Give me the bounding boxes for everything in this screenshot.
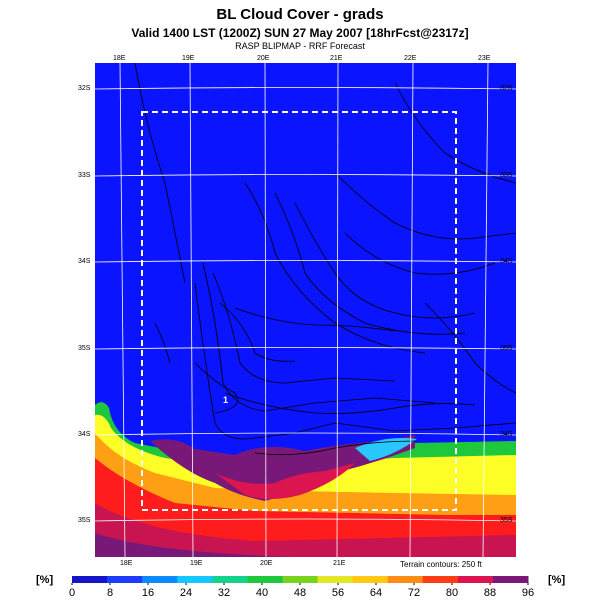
lat-lon-grid xyxy=(95,63,516,557)
lon-label: 19E xyxy=(182,55,195,62)
cloud-cover-fields xyxy=(95,402,516,557)
lon-label: 20E xyxy=(257,55,270,62)
lat-labels-left: 32S 33S 34S 35S 34S 35S xyxy=(78,63,98,557)
lon-label: 20E xyxy=(260,560,273,567)
lat-label: 34S xyxy=(78,431,91,438)
colorbar-tick-label: 88 xyxy=(484,587,496,599)
colorbar-swatch xyxy=(282,576,319,583)
lat-labels-right: 32S 33S 34S 35S 34S 35S xyxy=(500,63,520,557)
colorbar-swatch xyxy=(142,576,178,583)
lat-label: 33S xyxy=(500,172,513,179)
colorbar-tick-label: 24 xyxy=(180,587,192,599)
colorbar-tick-label: 96 xyxy=(522,587,534,599)
lat-label: 33S xyxy=(78,172,91,179)
colorbar-swatch xyxy=(352,576,389,583)
lat-label: 35S xyxy=(78,345,91,352)
lon-label: 21E xyxy=(333,560,346,567)
colorbar-tick-label: 40 xyxy=(256,587,268,599)
terrain-note: Terrain contours: 250 ft xyxy=(400,560,482,569)
lat-label: 34S xyxy=(500,431,513,438)
lon-label: 18E xyxy=(120,560,133,567)
lon-label: 19E xyxy=(190,560,203,567)
colorbar-swatch xyxy=(317,576,354,583)
colorbar-tick-label: 8 xyxy=(107,587,113,599)
colorbar: 0 8 16 24 32 40 48 56 64 72 80 88 96 xyxy=(69,576,534,599)
contour-label: 1 xyxy=(223,395,228,405)
colorbar-tick-label: 32 xyxy=(218,587,230,599)
colorbar-swatch xyxy=(247,576,283,583)
colorbar-swatch xyxy=(177,576,213,583)
domain-boundary xyxy=(141,111,457,511)
lon-label: 21E xyxy=(330,55,343,62)
colorbar-tick-label: 80 xyxy=(446,587,458,599)
lon-label: 18E xyxy=(113,55,126,62)
colorbar-tick-label: 16 xyxy=(142,587,154,599)
colorbar-tick-label: 48 xyxy=(294,587,306,599)
lat-label: 34S xyxy=(500,258,513,265)
colorbar-tick-label: 56 xyxy=(332,587,344,599)
lat-label: 34S xyxy=(78,258,91,265)
lon-label: 22E xyxy=(404,55,417,62)
lat-label: 32S xyxy=(500,85,513,92)
colorbar-swatch xyxy=(387,576,424,583)
lon-label: 23E xyxy=(478,55,491,62)
lat-label: 35S xyxy=(500,517,513,524)
lon-labels-top: 18E 19E 20E 21E 22E 23E xyxy=(95,55,516,64)
lon-labels-bottom: 18E 19E 20E 21E Terrain contours: 250 ft xyxy=(95,560,516,569)
lat-label: 32S xyxy=(78,85,91,92)
colorbar-swatch xyxy=(212,576,248,583)
map-source: RASP BLIPMAP - RRF Forecast xyxy=(235,41,365,51)
map-title: BL Cloud Cover - grads xyxy=(216,6,384,23)
colorbar-unit-right: [%] xyxy=(548,574,566,586)
colorbar-unit-left: [%] xyxy=(36,574,54,586)
map-subtitle: Valid 1400 LST (1200Z) SUN 27 May 2007 [… xyxy=(131,26,469,40)
colorbar-swatch xyxy=(72,576,108,583)
colorbar-tick-label: 0 xyxy=(69,587,75,599)
lat-label: 35S xyxy=(500,345,513,352)
cloud-cover-map: 1 18E xyxy=(95,63,516,557)
colorbar-swatch xyxy=(107,576,143,583)
colorbar-swatch xyxy=(422,576,459,583)
colorbar-swatch xyxy=(492,576,529,583)
lat-label: 35S xyxy=(78,517,91,524)
terrain-contours xyxy=(134,63,516,456)
colorbar-tick-label: 64 xyxy=(370,587,382,599)
colorbar-tick-label: 72 xyxy=(408,587,420,599)
colorbar-swatch xyxy=(457,576,494,583)
